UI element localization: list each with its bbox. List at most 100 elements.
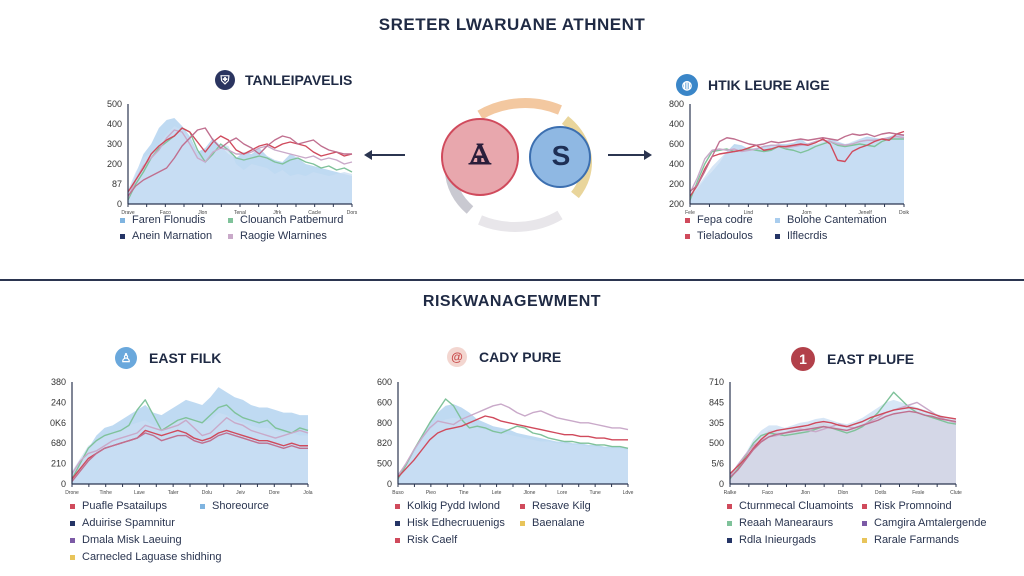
y-tick-label: 5/6 xyxy=(711,459,724,469)
x-tick-label: Dotls xyxy=(875,490,887,496)
legend-item: Dmala Misk Laeuing xyxy=(70,534,182,546)
series-line xyxy=(127,127,353,193)
legend-htik-leure-aige: Fepa codre Bolohe Cantemation Tieladoulos I… xyxy=(685,214,915,248)
legend-item: Carnecled Laguase shidhing xyxy=(70,551,221,563)
legend-label: Reaah Manearaurs xyxy=(739,517,834,529)
x-tick-label: Tinhe xyxy=(100,490,113,496)
legend-marker xyxy=(228,233,233,239)
series-area xyxy=(72,412,308,484)
legend-item: Reaah Manearaurs xyxy=(727,517,833,529)
legend-label: Baenalane xyxy=(532,517,585,529)
legend-item: Risk Promnoind xyxy=(862,500,952,512)
x-tick-label: Jlone xyxy=(523,490,535,496)
x-tick-label: Jorn xyxy=(802,210,812,216)
y-tick-label: 305 xyxy=(709,418,724,428)
legend-marker xyxy=(727,503,732,509)
panel-1-header: ⛨ TANLEIPAVELIS xyxy=(215,70,352,90)
x-tick-label: Jeiv xyxy=(236,490,245,496)
arrow-left-head xyxy=(364,150,372,160)
x-tick-label: Fesle xyxy=(912,490,924,496)
legend-marker xyxy=(120,233,125,239)
legend-east-plufe: Cturnmecal Cluamoints Risk Promnoind Reaah… xyxy=(727,500,1007,554)
x-tick-label: Tune xyxy=(590,490,601,496)
x-tick-label: Jenelf xyxy=(858,210,872,216)
series-line xyxy=(689,138,904,201)
legend-marker xyxy=(395,503,400,509)
legend-item: Baenalane xyxy=(520,517,585,529)
right-circle xyxy=(529,126,591,188)
legend-marker xyxy=(775,233,780,239)
legend-label: Hisk Edhecruuenigs xyxy=(407,517,505,529)
legend-marker xyxy=(395,520,400,526)
legend-marker xyxy=(70,520,75,526)
panel-3-title: EAST FILK xyxy=(149,350,222,366)
x-tick-label: Ldve xyxy=(623,490,634,496)
legend-item: Hisk Edhecruuenigs xyxy=(395,517,505,529)
y-tick-label: 500 xyxy=(709,438,724,448)
legend-label: Shoreource xyxy=(212,500,269,512)
series-line xyxy=(127,129,353,199)
legend-label: Cturnmecal Cluamoints xyxy=(739,500,854,512)
lightbulb-icon: ♙ xyxy=(115,347,137,369)
series-line xyxy=(689,135,905,194)
series-area xyxy=(128,126,352,204)
x-tick-label: Dors xyxy=(347,210,358,216)
legend-item: Resave Kilg xyxy=(520,500,591,512)
legend-item: Risk Caelf xyxy=(395,534,457,546)
legend-marker xyxy=(70,554,75,560)
y-tick-label: 820 xyxy=(377,438,392,448)
y-tick-label: 800 xyxy=(377,418,392,428)
series-line xyxy=(397,415,628,478)
legend-marker xyxy=(775,217,780,223)
x-tick-label: Faco xyxy=(160,210,171,216)
x-tick-label: Ralke xyxy=(724,490,737,496)
legend-item: Fepa codre xyxy=(685,214,753,226)
series-line xyxy=(71,417,309,475)
panel-2-header: ◍ HTIK LEURE AIGE xyxy=(676,74,830,96)
legend-label: Carnecled Laguase shidhing xyxy=(82,551,222,563)
series-line xyxy=(71,399,309,480)
legend-tanleipavelis: Faren Flonudis Clouanch Patbemurd Anein Ma… xyxy=(120,214,360,248)
x-tick-label: Dolu xyxy=(202,490,213,496)
panel-5-title: EAST PLUFE xyxy=(827,351,915,367)
x-tick-label: Fele xyxy=(685,210,695,216)
legend-item: Rarale Farmands xyxy=(862,534,959,546)
swirl-icon: @ xyxy=(447,347,467,367)
legend-cady-pure: Kolkig Pydd Iwlond Resave Kilg Hisk Edhecr… xyxy=(395,500,635,554)
y-tick-label: 600 xyxy=(377,397,392,407)
legend-marker xyxy=(520,503,525,509)
x-tick-label: Drave xyxy=(121,210,135,216)
x-tick-label: Tine xyxy=(459,490,469,496)
y-tick-label: 200 xyxy=(669,199,684,209)
x-tick-label: Jlon xyxy=(198,210,207,216)
x-tick-label: Doik xyxy=(899,210,910,216)
legend-marker xyxy=(727,537,732,543)
legend-label: Risk Caelf xyxy=(407,534,458,546)
y-tick-label: 845 xyxy=(709,397,724,407)
panel-5-header: 1 EAST PLUFE xyxy=(791,347,914,371)
series-line xyxy=(729,406,957,475)
x-tick-label: Faco xyxy=(762,490,773,496)
y-tick-label: 380 xyxy=(51,377,66,387)
y-tick-label: 300 xyxy=(107,139,122,149)
x-tick-label: Lind xyxy=(744,210,754,216)
legend-label: Anein Marnation xyxy=(132,230,213,242)
legend-label: Ilflecrdis xyxy=(787,230,828,242)
series-line xyxy=(397,403,629,476)
legend-label: Rdla Inieurgads xyxy=(739,534,817,546)
legend-marker xyxy=(70,503,75,509)
x-tick-label: Lore xyxy=(557,490,567,496)
x-tick-label: Clute xyxy=(950,490,962,496)
legend-marker xyxy=(120,217,125,223)
legend-marker xyxy=(395,537,400,543)
y-tick-label: 0 xyxy=(387,479,392,489)
legend-label: Tieladoulos xyxy=(697,230,753,242)
legend-label: Kolkig Pydd Iwlond xyxy=(407,500,500,512)
x-tick-label: Drone xyxy=(65,490,79,496)
legend-label: Fepa codre xyxy=(697,214,753,226)
y-tick-label: 87 xyxy=(112,179,122,189)
legend-item: Aduirise Spamnitur xyxy=(70,517,175,529)
panel-1-title: TANLEIPAVELIS xyxy=(245,72,353,88)
